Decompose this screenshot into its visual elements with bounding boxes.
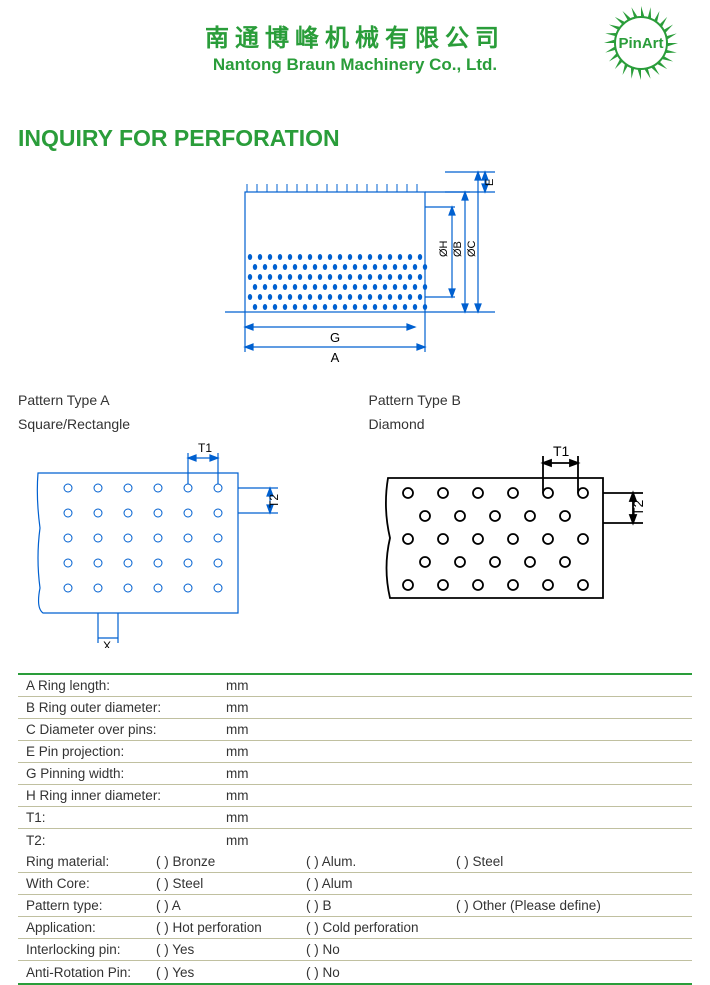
svg-text:X: X	[103, 639, 111, 648]
dim-unit: mm	[226, 678, 356, 693]
opt-choice[interactable]: ( ) Bronze	[156, 854, 306, 869]
opt-choice[interactable]: ( ) Yes	[156, 965, 306, 980]
svg-text:T2: T2	[630, 500, 646, 517]
svg-text:T1: T1	[198, 441, 212, 455]
dim-row: A Ring length:mm	[18, 675, 692, 697]
option-row: Anti-Rotation Pin:( ) Yes( ) No	[18, 961, 692, 983]
dim-unit: mm	[226, 722, 356, 737]
opt-label: Pattern type:	[26, 898, 156, 913]
dim-label-G: G	[330, 330, 340, 345]
opt-choice[interactable]: ( ) No	[306, 942, 456, 957]
main-diagram: G A E ØH ØB ØC	[0, 162, 710, 377]
dim-label: B Ring outer diameter:	[26, 700, 226, 715]
option-row: Interlocking pin:( ) Yes( ) No	[18, 939, 692, 961]
svg-text:PinArt: PinArt	[619, 35, 664, 52]
dim-label: H Ring inner diameter:	[26, 788, 226, 803]
dim-row: T2:mm	[18, 829, 692, 851]
opt-choice[interactable]: ( ) A	[156, 898, 306, 913]
dim-label-OB: ØB	[452, 241, 464, 257]
dim-label: T2:	[26, 833, 226, 848]
opt-label: With Core:	[26, 876, 156, 891]
svg-text:T2: T2	[267, 494, 281, 508]
pattern-b: Pattern Type B Diamond T1 T2	[368, 391, 692, 653]
dim-row: H Ring inner diameter:mm	[18, 785, 692, 807]
pattern-a-title1: Pattern Type A	[18, 391, 342, 411]
dim-label-OH: ØH	[438, 240, 450, 257]
option-row: Application:( ) Hot perforation( ) Cold …	[18, 917, 692, 939]
pattern-a-title2: Square/Rectangle	[18, 415, 342, 435]
pattern-diagrams: Pattern Type A Square/Rectangle	[0, 391, 710, 653]
dim-unit: mm	[226, 744, 356, 759]
svg-text:T1: T1	[553, 443, 570, 459]
dim-unit: mm	[226, 700, 356, 715]
pattern-b-title1: Pattern Type B	[368, 391, 692, 411]
pattern-b-title2: Diamond	[368, 415, 692, 435]
option-row: With Core:( ) Steel( ) Alum	[18, 873, 692, 895]
opt-label: Ring material:	[26, 854, 156, 869]
pattern-a: Pattern Type A Square/Rectangle	[18, 391, 342, 653]
dim-label: E Pin projection:	[26, 744, 226, 759]
opt-choice[interactable]: ( ) B	[306, 898, 456, 913]
header: 南通博峰机械有限公司 Nantong Braun Machinery Co., …	[0, 0, 710, 90]
page-title: INQUIRY FOR PERFORATION	[18, 125, 710, 152]
dim-row: T1:mm	[18, 807, 692, 829]
dim-row: B Ring outer diameter:mm	[18, 697, 692, 719]
pinart-logo: PinArt	[602, 4, 680, 87]
dim-unit: mm	[226, 788, 356, 803]
opt-label: Interlocking pin:	[26, 942, 156, 957]
dim-unit: mm	[226, 766, 356, 781]
opt-choice[interactable]: ( ) Alum	[306, 876, 456, 891]
dim-row: G Pinning width:mm	[18, 763, 692, 785]
spec-table: A Ring length:mmB Ring outer diameter:mm…	[18, 673, 692, 985]
opt-choice[interactable]: ( ) Steel	[156, 876, 306, 891]
dim-label: A Ring length:	[26, 678, 226, 693]
dim-label-A: A	[331, 350, 340, 365]
opt-label: Anti-Rotation Pin:	[26, 965, 156, 980]
dim-unit: mm	[226, 833, 356, 848]
opt-choice[interactable]: ( ) Other (Please define)	[456, 898, 684, 913]
opt-choice[interactable]: ( ) Steel	[456, 854, 684, 869]
dim-unit: mm	[226, 810, 356, 825]
opt-choice[interactable]: ( ) Alum.	[306, 854, 456, 869]
dim-label: G Pinning width:	[26, 766, 226, 781]
dim-label: T1:	[26, 810, 226, 825]
dim-label-E: E	[484, 179, 496, 186]
option-row: Ring material:( ) Bronze( ) Alum.( ) Ste…	[18, 851, 692, 873]
option-row: Pattern type:( ) A( ) B( ) Other (Please…	[18, 895, 692, 917]
dim-row: E Pin projection:mm	[18, 741, 692, 763]
dim-label-OC: ØC	[466, 240, 478, 257]
dim-row: C Diameter over pins:mm	[18, 719, 692, 741]
opt-choice[interactable]: ( ) Yes	[156, 942, 306, 957]
dim-label: C Diameter over pins:	[26, 722, 226, 737]
opt-choice[interactable]: ( ) No	[306, 965, 456, 980]
